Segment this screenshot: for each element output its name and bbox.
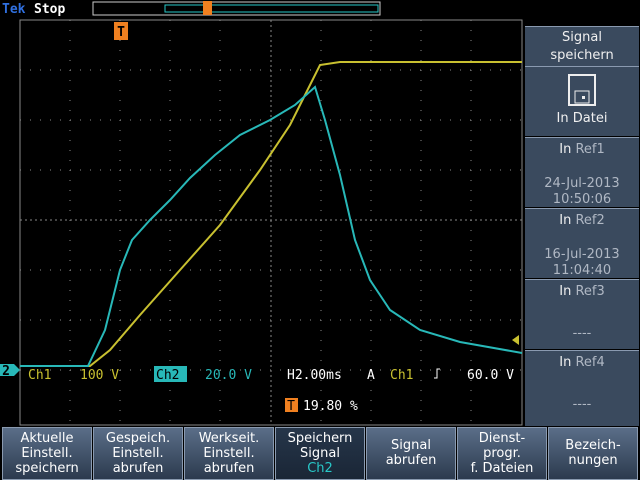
side-button[interactable]: In Ref2 16-Jul-2013 11:04:40 bbox=[525, 208, 639, 278]
ref-date: 24-Jul-2013 bbox=[544, 176, 620, 191]
menu-button[interactable]: Bezeich-nungen bbox=[548, 427, 638, 480]
side-label: In Datei bbox=[556, 111, 608, 126]
menu-button-line: Gespeich. bbox=[105, 431, 171, 446]
menu-button-line: Einstell. bbox=[21, 446, 73, 461]
ch1-scale: 100 V bbox=[80, 368, 119, 383]
menu-button-line: abrufen bbox=[203, 461, 255, 476]
menu-button[interactable]: Speichern Signal Ch2 bbox=[275, 427, 365, 480]
ch2-label: Ch2 bbox=[156, 368, 179, 383]
menu-button-line: Ch2 bbox=[307, 461, 333, 476]
ch1-trace bbox=[20, 61, 522, 367]
disk-icon bbox=[568, 74, 596, 106]
menu-button[interactable]: Dienst-progr. f. Dateien bbox=[457, 427, 547, 480]
ch2-marker-label: 2 bbox=[2, 364, 10, 379]
menu-button-line: Bezeich- bbox=[565, 438, 621, 453]
menu-button[interactable]: Werkseit. Einstell. abrufen bbox=[184, 427, 274, 480]
side-label: Ref1 bbox=[575, 142, 605, 157]
side-button[interactable]: In Ref3 ---- bbox=[525, 279, 639, 349]
menu-button-line: Einstell. bbox=[203, 446, 255, 461]
side-button[interactable]: In Datei bbox=[525, 66, 639, 136]
side-prefix: In bbox=[559, 355, 572, 370]
ref-time: 10:50:06 bbox=[552, 192, 612, 207]
side-label: Ref4 bbox=[575, 355, 605, 370]
menu-button-line: progr. bbox=[483, 446, 521, 461]
side-menu-title: Signal speichern bbox=[525, 26, 639, 66]
menu-button[interactable]: Gespeich. Einstell. abrufen bbox=[93, 427, 183, 480]
side-button[interactable]: In Ref4 ---- bbox=[525, 350, 639, 426]
menu-button-line: abrufen bbox=[385, 453, 437, 468]
graticule bbox=[19, 19, 523, 426]
ref-empty: ---- bbox=[572, 326, 592, 341]
menu-button-line: Signal bbox=[300, 446, 340, 461]
menu-button-line: Speichern bbox=[287, 431, 353, 446]
side-prefix: In bbox=[559, 213, 572, 228]
ref-time: 11:04:40 bbox=[552, 263, 612, 278]
record-bar bbox=[92, 1, 381, 16]
side-button[interactable]: In Ref1 24-Jul-2013 10:50:06 bbox=[525, 137, 639, 207]
trigger-pos-icon-label: T bbox=[287, 399, 295, 414]
trigger-level: 60.0 V bbox=[467, 368, 514, 383]
horizontal-scale: H2.00ms bbox=[287, 368, 342, 383]
record-window bbox=[164, 4, 379, 13]
side-label: Ref2 bbox=[575, 213, 605, 228]
menu-button-line: Werkseit. bbox=[198, 431, 260, 446]
ch2-trace bbox=[20, 85, 523, 367]
menu-button-line: Signal bbox=[391, 438, 431, 453]
side-prefix: In bbox=[559, 142, 572, 157]
trigger-position: 19.80 % bbox=[303, 399, 358, 414]
trigger-mode: A bbox=[367, 368, 375, 383]
trigger-pos-icon bbox=[285, 398, 298, 412]
trigger-marker-label: T bbox=[117, 25, 125, 40]
ref-date: 16-Jul-2013 bbox=[544, 247, 620, 262]
menu-button-line: Aktuelle bbox=[20, 431, 74, 446]
side-label: Ref3 bbox=[575, 284, 605, 299]
side-title-line: speichern bbox=[550, 48, 614, 63]
ref-empty: ---- bbox=[572, 397, 592, 412]
menu-button-line: f. Dateien bbox=[470, 461, 534, 476]
ch1-label: Ch1 bbox=[28, 368, 51, 383]
menu-button-line: Dienst- bbox=[478, 431, 526, 446]
logo: Tek bbox=[2, 2, 26, 17]
trigger-slope bbox=[434, 368, 440, 379]
trigger-level-marker bbox=[512, 335, 519, 345]
trigger-source: Ch1 bbox=[390, 368, 413, 383]
menu-button-line: abrufen bbox=[112, 461, 164, 476]
side-prefix: In bbox=[559, 284, 572, 299]
ch2-label-box bbox=[154, 366, 187, 382]
ch2-scale: 20.0 V bbox=[205, 368, 252, 383]
record-trigger bbox=[203, 1, 212, 15]
ch2-marker: 2 bbox=[0, 364, 20, 379]
acq-status: Stop bbox=[34, 2, 65, 17]
side-title-line: Signal bbox=[562, 30, 602, 45]
menu-button[interactable]: Aktuelle Einstell. speichern bbox=[2, 427, 92, 480]
menu-button-line: nungen bbox=[568, 453, 618, 468]
menu-button-line: speichern bbox=[15, 461, 79, 476]
trigger-marker: T bbox=[114, 22, 128, 40]
menu-button[interactable]: Signal abrufen bbox=[366, 427, 456, 480]
menu-button-line: Einstell. bbox=[112, 446, 164, 461]
